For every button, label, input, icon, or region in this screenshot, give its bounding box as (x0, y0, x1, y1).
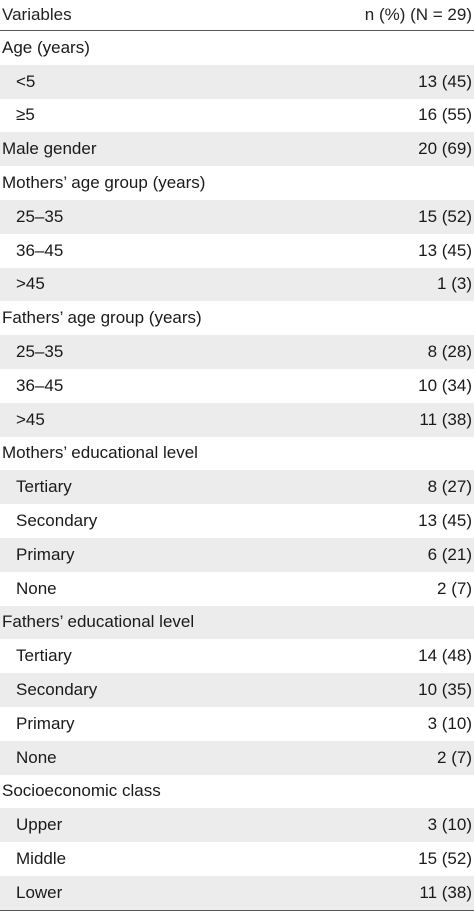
row-label: >45 (16, 274, 45, 294)
row-label: Tertiary (16, 477, 72, 497)
row-label: <5 (16, 71, 36, 91)
row-value: 2 (7) (437, 578, 472, 598)
row-value: 3 (10) (427, 815, 472, 835)
row-value: 2 (7) (437, 747, 472, 767)
row-value: 1 (3) (437, 274, 472, 294)
row-label: 36–45 (16, 375, 64, 395)
table-category-row: Mothers’ educational level (0, 437, 474, 471)
table-row: 36–45 10 (34) (0, 369, 474, 403)
row-label: Mothers’ age group (years) (2, 173, 206, 193)
row-value: 8 (27) (427, 477, 472, 497)
row-value: 10 (34) (418, 375, 472, 395)
row-value: 6 (21) (427, 544, 472, 564)
table-row: Lower 11 (38) (0, 875, 474, 910)
table-row: Secondary 10 (35) (0, 673, 474, 707)
count-column-header: n (%) (N = 29) (364, 5, 472, 24)
row-label: Socioeconomic class (2, 781, 161, 801)
row-value: 11 (38) (419, 882, 472, 902)
row-label: None (16, 747, 57, 767)
row-label: Tertiary (16, 646, 72, 666)
table-row: Primary 6 (21) (0, 537, 474, 572)
table-row: 25–35 15 (52) (0, 199, 474, 234)
table-row: None 2 (7) (0, 572, 474, 606)
table-row: Tertiary 8 (27) (0, 470, 474, 505)
row-label: Secondary (16, 680, 98, 700)
row-value: 11 (38) (419, 409, 472, 429)
row-value: 15 (52) (418, 849, 472, 869)
table-row: <5 13 (45) (0, 64, 474, 99)
row-value: 14 (48) (418, 646, 472, 666)
row-label: None (16, 578, 57, 598)
table-category-row: Socioeconomic class (0, 775, 474, 809)
table-header: Variables n (%) (N = 29) (0, 0, 474, 31)
row-label: Male gender (2, 139, 97, 159)
variables-column-header: Variables (2, 5, 72, 24)
row-label: Secondary (16, 511, 98, 531)
row-value: 15 (52) (418, 206, 472, 226)
row-label: 25–35 (16, 342, 64, 362)
row-label: Upper (16, 815, 63, 835)
table-row: Upper 3 (10) (0, 808, 474, 843)
table-category-row: Fathers’ educational level (0, 605, 474, 640)
table-row: >45 1 (3) (0, 267, 474, 302)
table-category-row: Mothers’ age group (years) (0, 166, 474, 200)
table-body: Age (years) <5 13 (45) ≥5 16 (55) Male gender… (0, 31, 474, 910)
row-value: 13 (45) (418, 240, 472, 260)
table-row: Middle 15 (52) (0, 842, 474, 876)
row-label: Primary (16, 544, 75, 564)
row-value: 13 (45) (418, 71, 472, 91)
row-label: Fathers’ educational level (2, 612, 195, 632)
table-row: 25–35 8 (28) (0, 335, 474, 369)
row-label: Lower (16, 882, 63, 902)
row-value: 10 (35) (418, 680, 472, 700)
table-row: ≥5 16 (55) (0, 99, 474, 133)
table-row: Tertiary 14 (48) (0, 639, 474, 673)
row-label: 36–45 (16, 240, 64, 260)
row-value: 8 (28) (427, 342, 472, 362)
table-row: None 2 (7) (0, 740, 474, 775)
table-row: >45 11 (38) (0, 402, 474, 437)
row-value: 20 (69) (418, 139, 472, 159)
row-label: Mothers’ educational level (2, 443, 198, 463)
row-value: 16 (55) (418, 105, 472, 125)
table-row: Secondary 13 (45) (0, 504, 474, 538)
row-label: Fathers’ age group (years) (2, 308, 202, 328)
row-label: >45 (16, 409, 45, 429)
table-category-row: Fathers’ age group (years) (0, 301, 474, 335)
row-label: ≥5 (16, 105, 35, 125)
row-label: 25–35 (16, 206, 64, 226)
row-label: Primary (16, 713, 75, 733)
table-row: Primary 3 (10) (0, 707, 474, 741)
table-category-row: Male gender 20 (69) (0, 132, 474, 167)
table-row: 36–45 13 (45) (0, 234, 474, 268)
row-value: 13 (45) (418, 511, 472, 531)
row-value: 3 (10) (427, 713, 472, 733)
row-label: Middle (16, 849, 67, 869)
table-category-row: Age (years) (0, 31, 474, 65)
row-label: Age (years) (2, 37, 90, 57)
